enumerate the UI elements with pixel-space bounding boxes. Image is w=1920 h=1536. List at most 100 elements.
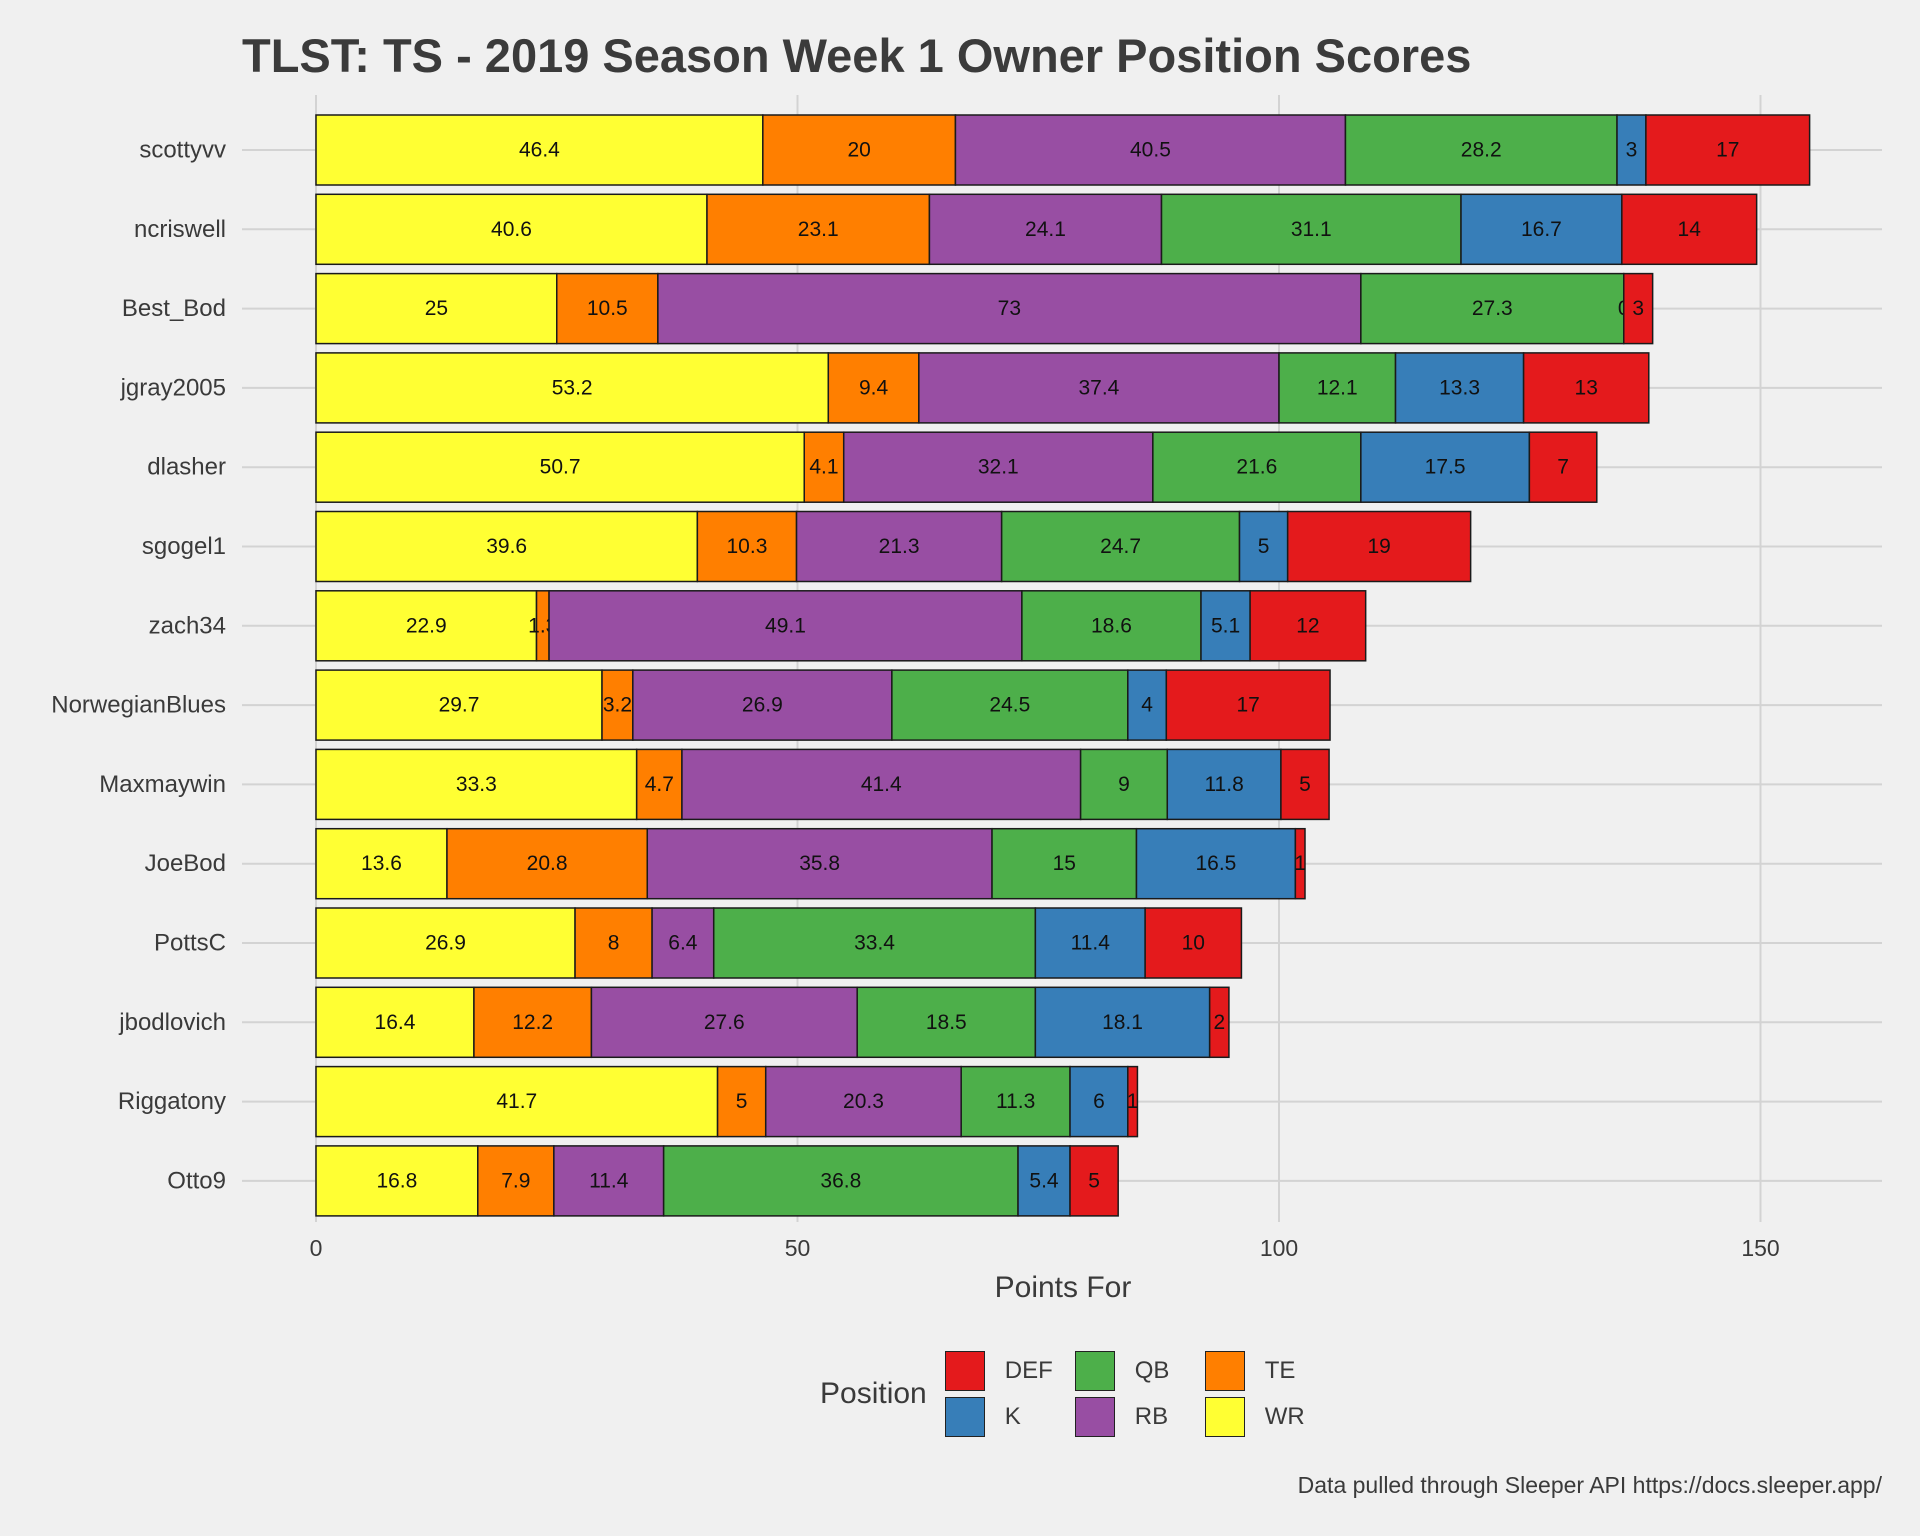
data-label: 3 bbox=[1632, 297, 1644, 320]
data-label: 14 bbox=[1678, 218, 1702, 241]
data-label: 7 bbox=[1557, 456, 1569, 479]
data-label: 5 bbox=[1299, 773, 1311, 796]
y-tick-label: jgray2005 bbox=[120, 374, 226, 401]
data-label: 20 bbox=[847, 139, 870, 162]
data-label: 29.7 bbox=[439, 694, 480, 717]
data-label: 4 bbox=[1141, 694, 1153, 717]
bar-rb bbox=[646, 827, 993, 900]
bar-qb bbox=[991, 827, 1138, 900]
y-tick-label: dlasher bbox=[147, 454, 226, 481]
bar-wr bbox=[315, 827, 448, 900]
y-tick-label: jbodlovich bbox=[118, 1009, 226, 1036]
data-label: 41.4 bbox=[861, 773, 902, 796]
data-label: 39.6 bbox=[486, 535, 527, 558]
chart-caption: Data pulled through Sleeper API https://… bbox=[1297, 1472, 1882, 1498]
data-label: 10.5 bbox=[587, 297, 628, 320]
bar-def bbox=[1623, 272, 1654, 345]
y-tick-label: scottyvv bbox=[139, 137, 226, 164]
bar-def bbox=[1144, 907, 1243, 979]
data-label: 12.2 bbox=[512, 1011, 553, 1034]
bar-wr bbox=[315, 669, 603, 741]
legend-label: WR bbox=[1264, 1403, 1305, 1430]
bar-def bbox=[1522, 352, 1650, 424]
data-label: 9.4 bbox=[859, 376, 889, 399]
bar-k bbox=[1034, 907, 1146, 979]
y-tick-label: PottsC bbox=[154, 930, 226, 957]
data-label: 16.8 bbox=[376, 1169, 417, 1192]
data-label: 11.3 bbox=[996, 1090, 1035, 1113]
data-label: 17.5 bbox=[1425, 456, 1466, 479]
y-tick-label: zach34 bbox=[149, 612, 226, 639]
data-label: 20.8 bbox=[527, 852, 568, 875]
data-label: 12.1 bbox=[1317, 376, 1358, 399]
legend-label: K bbox=[1004, 1403, 1021, 1430]
bar-rb bbox=[632, 669, 893, 741]
bar-rb bbox=[651, 907, 715, 979]
data-label: 17 bbox=[1237, 694, 1260, 717]
y-tick-label: Maxmaywin bbox=[99, 771, 226, 798]
bar-wr bbox=[315, 907, 576, 979]
bar-qb bbox=[891, 669, 1129, 741]
data-label: 11.4 bbox=[589, 1169, 629, 1192]
data-label: 40.5 bbox=[1130, 139, 1171, 162]
data-label: 27.6 bbox=[704, 1011, 745, 1034]
data-label: 11.8 bbox=[1204, 773, 1243, 796]
data-label: 3.2 bbox=[603, 694, 632, 717]
legend-label: RB bbox=[1134, 1403, 1169, 1430]
bar-wr bbox=[315, 1145, 479, 1217]
data-label: 36.8 bbox=[820, 1169, 861, 1192]
y-tick-label: Otto9 bbox=[167, 1167, 226, 1194]
bar-def bbox=[1294, 827, 1306, 900]
data-label: 15 bbox=[1053, 852, 1076, 875]
bar-k bbox=[1200, 590, 1251, 662]
data-label: 31.1 bbox=[1291, 218, 1332, 241]
data-label: 5.4 bbox=[1029, 1169, 1059, 1192]
bar-wr bbox=[315, 986, 475, 1059]
legend-item-te: TE bbox=[1204, 1348, 1335, 1394]
data-label: 25 bbox=[425, 297, 448, 320]
data-label: 28.2 bbox=[1461, 139, 1502, 162]
data-label: 20.3 bbox=[843, 1090, 884, 1113]
bar-def bbox=[1165, 669, 1331, 741]
bar-qb bbox=[1344, 114, 1618, 186]
bar-rb bbox=[928, 193, 1163, 266]
data-label: 49.1 bbox=[765, 614, 806, 637]
bar-te bbox=[706, 193, 931, 266]
data-label: 35.8 bbox=[799, 852, 840, 875]
data-label: 1 bbox=[1294, 852, 1306, 875]
data-label: 37.4 bbox=[1078, 376, 1119, 399]
bar-te bbox=[716, 1065, 767, 1138]
data-label: 2 bbox=[1213, 1011, 1225, 1034]
x-tick-label: 100 bbox=[1260, 1235, 1298, 1261]
bar-qb bbox=[1152, 431, 1362, 503]
data-label: 3 bbox=[1626, 139, 1638, 162]
data-label: 11.4 bbox=[1071, 932, 1111, 955]
bar-wr bbox=[315, 590, 538, 662]
bar-wr bbox=[315, 352, 830, 424]
data-label: 8 bbox=[608, 932, 620, 955]
data-label: 16.5 bbox=[1195, 852, 1236, 875]
data-label: 21.6 bbox=[1236, 456, 1277, 479]
data-label: 18.5 bbox=[926, 1011, 967, 1034]
legend-swatch bbox=[1204, 1397, 1245, 1437]
legend-label: QB bbox=[1134, 1357, 1170, 1384]
bar-qb bbox=[960, 1065, 1071, 1138]
data-label: 5 bbox=[736, 1090, 748, 1113]
data-label: 9 bbox=[1118, 773, 1130, 796]
data-label: 46.4 bbox=[519, 139, 560, 162]
data-label: 24.5 bbox=[989, 694, 1030, 717]
data-label: 41.7 bbox=[496, 1090, 537, 1113]
data-label: 5.1 bbox=[1211, 614, 1240, 637]
bar-rb bbox=[918, 352, 1280, 424]
data-label: 73 bbox=[998, 297, 1021, 320]
bar-qb bbox=[1278, 352, 1397, 424]
data-label: 22.9 bbox=[406, 614, 447, 637]
bar-te bbox=[477, 1145, 555, 1217]
data-label: 26.9 bbox=[425, 932, 466, 955]
data-label: 7.9 bbox=[501, 1169, 530, 1192]
legend-grid: DEF QB TE K RB WR bbox=[944, 1348, 1335, 1440]
legend-label: TE bbox=[1264, 1357, 1296, 1384]
y-tick-label: NorwegianBlues bbox=[51, 692, 226, 719]
data-label: 23.1 bbox=[798, 218, 839, 241]
